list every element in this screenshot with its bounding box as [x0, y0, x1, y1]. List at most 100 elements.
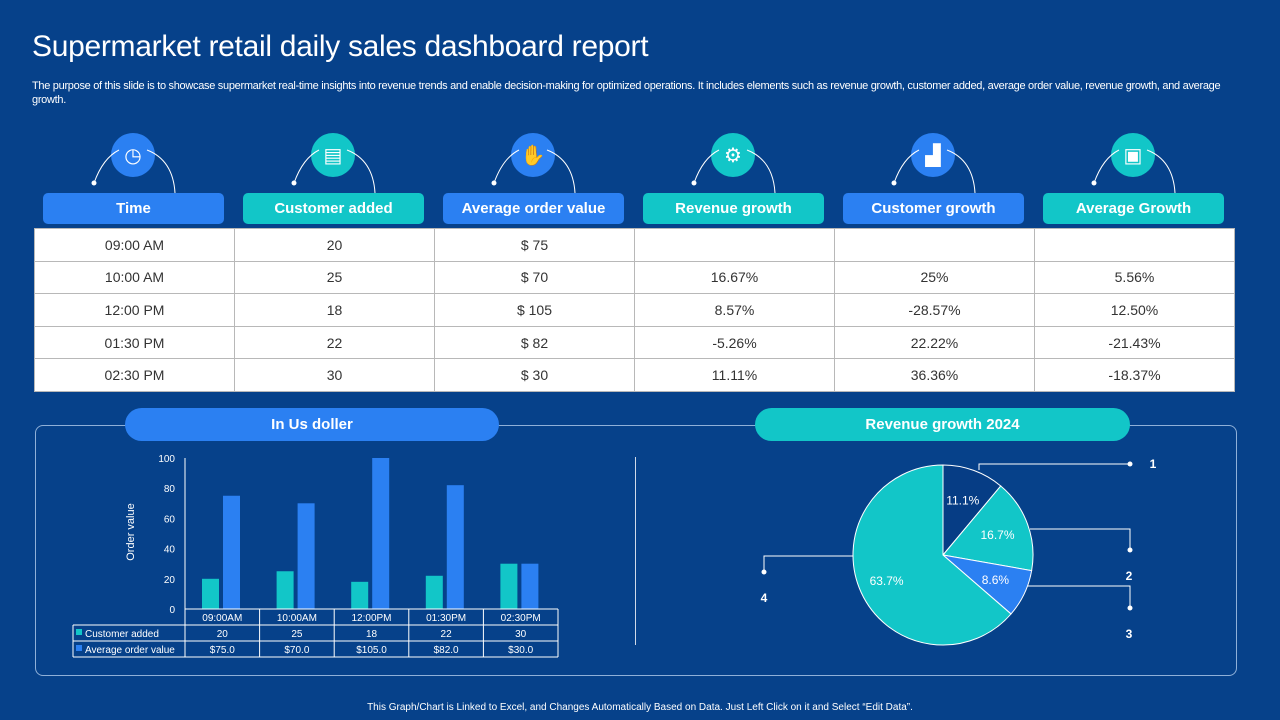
y-tick-label: 100 — [158, 454, 175, 465]
bar-average-order-value — [372, 458, 390, 609]
connector-dot — [291, 180, 297, 186]
pie-panel-title: Revenue growth 2024 — [755, 408, 1130, 441]
connector-dot — [691, 180, 697, 186]
table-cell: 8.57% — [634, 293, 835, 327]
hand-money-icon: ✋ — [511, 133, 555, 177]
data-label: $82.0 — [434, 645, 459, 656]
connector-arc — [93, 149, 176, 194]
table-row: 02:30 PM 30 $ 30 11.11% 36.36% -18.37% — [34, 358, 1235, 392]
bar-average-order-value — [297, 503, 315, 609]
callout-line — [763, 555, 853, 572]
table-cell: $ 82 — [434, 325, 635, 360]
category-label: 12:00PM — [351, 613, 391, 624]
legend-swatch — [76, 645, 82, 651]
callout-dot — [761, 569, 767, 575]
callout-dot — [1127, 547, 1133, 553]
data-label: $75.0 — [210, 645, 235, 656]
category-label: 01:30PM — [426, 613, 466, 624]
data-label: 25 — [291, 629, 303, 640]
bar-customer-added — [202, 578, 219, 609]
y-axis-label: Order value — [125, 503, 137, 560]
page-title: Supermarket retail daily sales dashboard… — [32, 30, 649, 63]
y-tick-label: 80 — [164, 484, 176, 495]
category-label: 10:00AM — [277, 613, 317, 624]
table-cell: -21.43% — [1034, 325, 1235, 360]
connector-arc — [1093, 149, 1176, 194]
y-tick-label: 40 — [164, 545, 176, 556]
data-label: 30 — [515, 629, 527, 640]
customer-list-icon: ▤ — [311, 133, 355, 177]
table-cell: 18 — [234, 293, 435, 327]
connector-arc — [693, 149, 776, 194]
pie-data-label: 11.1% — [946, 493, 979, 507]
table-cell: $ 70 — [434, 260, 635, 295]
bar-average-order-value — [521, 563, 539, 609]
callout-label: 4 — [761, 591, 768, 605]
table-row: 12:00 PM 18 $ 105 8.57% -28.57% 12.50% — [34, 293, 1235, 327]
callout-label: 2 — [1126, 569, 1133, 583]
legend-label: Customer added — [85, 629, 159, 640]
table-cell: 12:00 PM — [34, 293, 235, 327]
column-header: Revenue growth — [643, 193, 824, 224]
connector-arc — [293, 149, 376, 194]
table-cell: 11.11% — [634, 358, 835, 392]
connector-arc — [493, 149, 576, 194]
panel-divider — [635, 457, 636, 645]
table-cell: 30 — [234, 358, 435, 392]
bar-customer-added — [500, 563, 518, 609]
column-header: Average order value — [443, 193, 624, 224]
table-cell: -18.37% — [1034, 358, 1235, 392]
bar-customer-added — [425, 575, 443, 609]
page-description: The purpose of this slide is to showcase… — [32, 80, 1221, 106]
bar-customer-added — [276, 571, 294, 609]
y-tick-label: 0 — [169, 605, 175, 616]
y-tick-label: 60 — [164, 514, 176, 525]
connector-dot — [1091, 180, 1097, 186]
table-cell: -28.57% — [834, 293, 1035, 327]
connector-dot — [891, 180, 897, 186]
category-label: 09:00AM — [202, 613, 242, 624]
bar-average-order-value — [223, 495, 240, 609]
callout-dot — [1127, 461, 1133, 467]
callout-dot — [1127, 605, 1133, 611]
callout-line — [1030, 528, 1131, 550]
analytics-screen-icon: ▣ — [1111, 133, 1155, 177]
data-label: $105.0 — [356, 645, 387, 656]
callout-label: 1 — [1150, 457, 1157, 471]
data-label: $30.0 — [508, 645, 533, 656]
table-row: 01:30 PM 22 $ 82 -5.26% 22.22% -21.43% — [34, 325, 1235, 360]
table-cell — [1034, 228, 1235, 262]
table-cell: 09:00 AM — [34, 228, 235, 262]
y-tick-label: 20 — [164, 575, 176, 586]
legend-swatch — [76, 629, 82, 635]
table-cell: 5.56% — [1034, 260, 1235, 295]
table-cell: 36.36% — [834, 358, 1035, 392]
connector-dot — [91, 180, 97, 186]
data-label: 22 — [441, 629, 453, 640]
table-cell: 22.22% — [834, 325, 1035, 360]
data-label: 20 — [217, 629, 229, 640]
data-label: $70.0 — [284, 645, 309, 656]
table-cell — [834, 228, 1035, 262]
category-label: 02:30PM — [501, 613, 541, 624]
sales-table: 09:00 AM 20 $ 75 10:00 AM 25 $ 70 16.67% 25% 5.5… — [34, 228, 1235, 392]
growth-chart-people-icon: ▟ — [911, 133, 955, 177]
callout-line — [978, 463, 1130, 470]
connector-dot — [491, 180, 497, 186]
data-label: 18 — [366, 629, 378, 640]
column-header: Average Growth — [1043, 193, 1224, 224]
column-header: Time — [43, 193, 224, 224]
table-cell: $ 75 — [434, 228, 635, 262]
column-header: Customer growth — [843, 193, 1024, 224]
legend-label: Average order value — [85, 645, 175, 656]
gear-dollar-icon: ⚙ — [711, 133, 755, 177]
pie-data-label: 16.7% — [980, 528, 1014, 542]
pie-slice-2 — [942, 485, 1034, 572]
table-cell: 10:00 AM — [34, 260, 235, 295]
callout-line — [1028, 585, 1131, 608]
footer-note: This Graph/Chart is Linked to Excel, and… — [367, 702, 913, 713]
bar-customer-added — [351, 581, 369, 609]
connector-arc — [893, 149, 976, 194]
pie-slice-4 — [852, 464, 1012, 646]
